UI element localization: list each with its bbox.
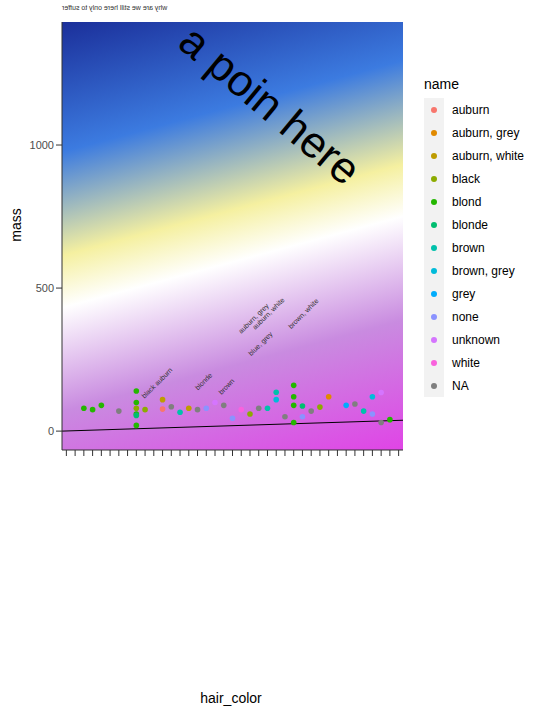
svg-text:blue, grey: blue, grey <box>247 330 275 358</box>
html-text:grey: grey <box>452 286 476 301</box>
html-text:auburn: auburn <box>452 102 490 117</box>
svg-text:auburn, grey: auburn, grey <box>237 302 270 335</box>
html-text:name: name <box>424 76 459 92</box>
html-text:hair_color: hair_color <box>200 690 262 706</box>
html-text:none: none <box>452 309 479 324</box>
html-text:a poin here: a poin here <box>170 15 371 195</box>
html-text:mass: mass <box>8 208 24 242</box>
html-text:unknown: unknown <box>452 332 500 347</box>
html-text:blond: blond <box>452 194 482 209</box>
html-text:blonde: blonde <box>452 217 488 232</box>
html-text:auburn, white: auburn, white <box>452 148 524 163</box>
html-text:why are we still here only to: why are we still here only to suffer <box>62 4 168 11</box>
svg-text:auburn: auburn <box>153 366 173 386</box>
svg-text:0: 0 <box>48 425 54 437</box>
html-text:auburn, grey: auburn, grey <box>452 125 520 140</box>
svg-text:blonde: blonde <box>194 371 214 391</box>
html-text:NA: NA <box>452 378 469 393</box>
svg-text:black: black <box>140 383 157 400</box>
html-text:white: white <box>452 355 480 370</box>
svg-text:1000: 1000 <box>30 139 54 151</box>
html-text:black: black <box>452 171 480 186</box>
svg-text:brown: brown <box>217 377 236 396</box>
svg-text:auburn, white: auburn, white <box>251 296 286 331</box>
svg-text:brown, white: brown, white <box>287 297 320 330</box>
html-text:brown: brown <box>452 240 485 255</box>
html-text:brown, grey: brown, grey <box>452 263 515 278</box>
svg-text:500: 500 <box>36 282 54 294</box>
